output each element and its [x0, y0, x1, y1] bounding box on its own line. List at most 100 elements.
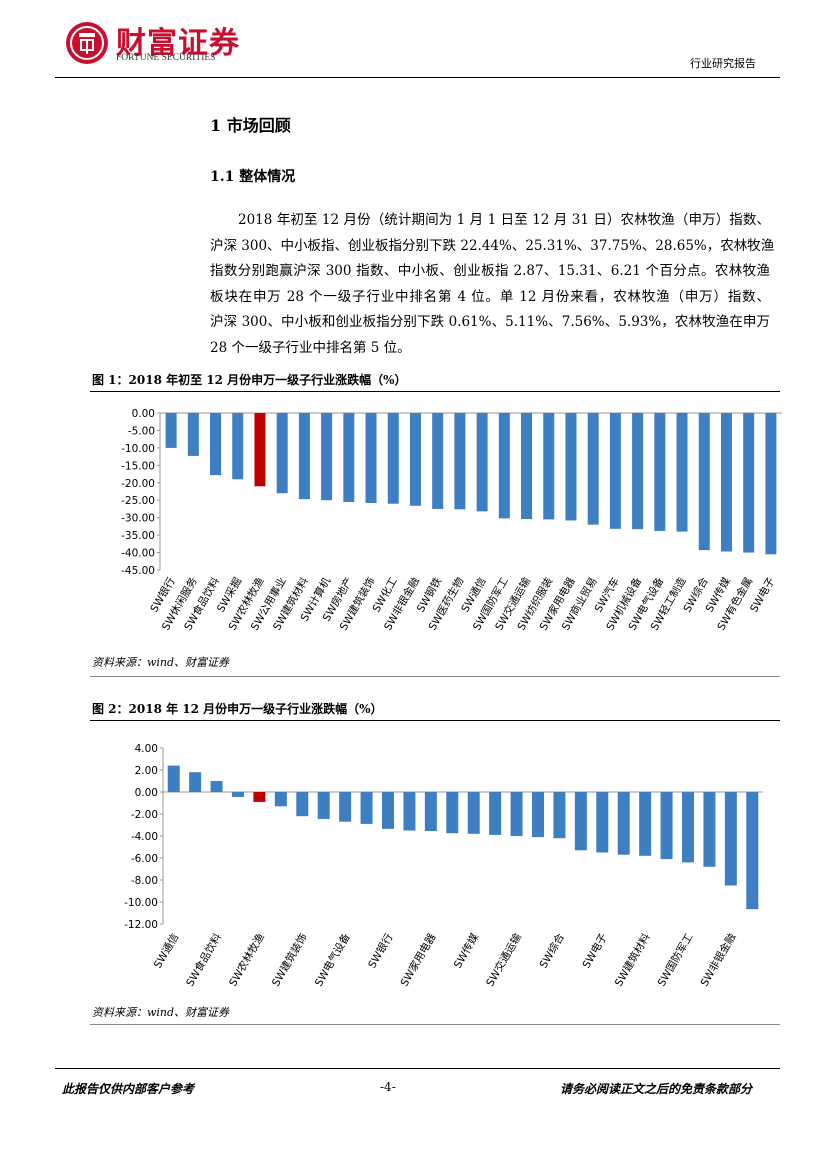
bar — [232, 792, 244, 797]
bar — [343, 413, 355, 502]
page-number: -4- — [380, 1080, 396, 1094]
y-tick-label: -45.00 — [121, 565, 155, 577]
bar — [574, 792, 587, 851]
bar — [632, 413, 644, 530]
y-tick-label: -6.00 — [131, 853, 158, 865]
x-tick-label: SW电子 — [580, 931, 610, 970]
bar — [167, 765, 180, 792]
bar — [676, 413, 688, 532]
bar — [543, 413, 555, 520]
footer-rule — [55, 1068, 780, 1069]
chart: 0.00 -5.00 -10.00 -15.00 -20.00 -25.00 -30.00 -… — [121, 408, 782, 633]
bar — [365, 413, 377, 504]
bar — [276, 413, 288, 494]
paragraph-line: 沪深 300、中小板和创业板指分别下跌 0.61%、5.11%、7.56%、5.… — [210, 314, 770, 330]
bar — [165, 413, 177, 448]
report-type: 行业研究报告 — [690, 57, 756, 70]
bar — [187, 413, 199, 456]
bar — [565, 413, 577, 521]
y-tick-label: -30.00 — [121, 513, 155, 525]
logo-subtext: FORTUNE SECURITIES — [116, 53, 216, 63]
bar — [253, 792, 266, 802]
x-tick-label: SW非银金融 — [698, 931, 739, 989]
y-tick-label: -10.00 — [121, 443, 155, 455]
figure-rule — [90, 391, 780, 392]
bar — [743, 413, 755, 553]
bar — [720, 413, 732, 552]
bar — [510, 792, 523, 836]
x-tick-label: SW国防军工 — [655, 931, 696, 989]
footer-left: 此报告仅供内部客户参考 — [62, 1082, 195, 1096]
y-tick-label: -20.00 — [121, 478, 155, 490]
bar — [553, 792, 566, 839]
logo-icon — [66, 22, 108, 64]
x-tick-label: SW综合 — [537, 931, 568, 971]
y-tick-label: -4.00 — [131, 831, 158, 843]
paragraph-line: 沪深 300、中小板指、创业板指分别下跌 22.44%、25.31%、37.75… — [210, 237, 775, 254]
y-tick-label: -8.00 — [131, 875, 158, 887]
y-tick-label: -25.00 — [121, 495, 155, 507]
y-tick-label: -5.00 — [128, 425, 155, 437]
x-tick-label: SW建筑材料 — [612, 931, 653, 989]
bar — [339, 792, 352, 822]
x-tick-label: SW电气设备 — [312, 931, 353, 989]
paragraph-line: 指数分别跑赢沪深 300 指数、中小板、创业板指 2.87、15.31、6.21… — [210, 263, 770, 279]
bar — [424, 792, 437, 832]
source: 资料来源：wind、财富证券 — [92, 656, 230, 669]
paragraph-line: 2018 年初至 12 月份（统计期间为 1 月 1 日至 12 月 31 日）… — [238, 212, 770, 228]
x-tick-label: SW交通运输 — [483, 931, 524, 989]
y-tick-label: 0.00 — [132, 408, 155, 420]
bar — [210, 781, 223, 792]
bar — [232, 413, 244, 480]
y-tick-label: -40.00 — [121, 548, 155, 560]
logo-text: 财富证券 — [116, 26, 240, 61]
y-tick-label: -35.00 — [121, 530, 155, 542]
bar — [446, 792, 459, 834]
bar — [454, 413, 466, 510]
x-tick-label: SW家用电器 — [398, 931, 439, 989]
figure-rule — [90, 720, 780, 721]
bar — [609, 413, 621, 529]
bar — [617, 792, 630, 855]
bar — [654, 413, 666, 531]
bar — [476, 413, 488, 512]
x-tick-label: SW传媒 — [451, 931, 482, 971]
bar — [498, 413, 510, 519]
bar — [587, 413, 599, 525]
bar — [660, 792, 673, 860]
bar — [746, 792, 759, 910]
bar — [382, 792, 394, 829]
section-heading: 1 市场回顾 — [210, 116, 291, 135]
paragraph-line: 板块在申万 28 个一级子行业中排名第 4 位。单 12 月份来看，农林牧渔（申… — [210, 288, 770, 305]
bar — [432, 413, 444, 509]
figure-rule — [90, 1024, 780, 1025]
bar — [639, 792, 652, 856]
y-tick-label: 2.00 — [135, 765, 158, 777]
bar — [765, 413, 777, 555]
x-tick-label: SW食品饮料 — [183, 931, 224, 989]
y-tick-label: -12.00 — [124, 919, 158, 931]
bar — [274, 792, 287, 807]
bar — [210, 413, 222, 476]
bar — [298, 413, 310, 500]
x-tick-label: SW银行 — [365, 931, 396, 971]
x-tick-label: SW农林牧渔 — [226, 931, 267, 989]
x-tick-label: SW通信 — [152, 932, 181, 971]
bar — [387, 413, 399, 504]
x-tick-label: SW建筑装饰 — [269, 931, 310, 989]
bar — [521, 413, 533, 520]
bar — [724, 792, 737, 886]
bar — [698, 413, 710, 551]
bar — [703, 792, 716, 867]
paragraph: 2018 年初至 12 月份（统计期间为 1 月 1 日至 12 月 31 日）… — [210, 208, 775, 361]
y-tick-label: -15.00 — [121, 460, 155, 472]
bar — [467, 792, 480, 834]
bar — [321, 413, 333, 501]
bar — [296, 792, 309, 817]
figure-rule — [90, 676, 780, 677]
y-tick-label: 4.00 — [135, 743, 158, 755]
y-tick-label: 0.00 — [135, 787, 158, 799]
figure-title: 图 2：2018 年 12 月份申万一级子行业涨跌幅（%） — [92, 702, 383, 716]
bar — [409, 413, 421, 506]
